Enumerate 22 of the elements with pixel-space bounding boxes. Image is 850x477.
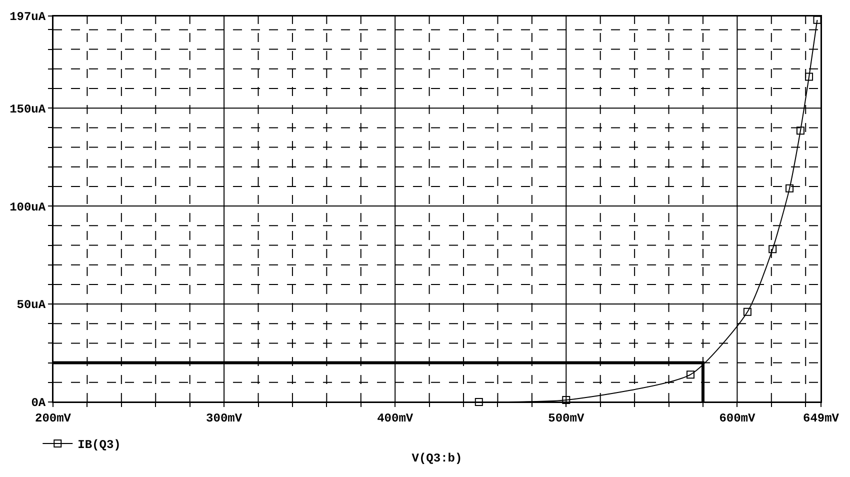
point	[796, 126, 804, 135]
x-tick-label: 200mV	[34, 411, 72, 426]
x-axis-title: V(Q3:b)	[412, 451, 462, 466]
point	[786, 184, 794, 192]
y-tick-label: 150uA	[10, 102, 46, 116]
x-tick-label: 400mV	[377, 411, 414, 426]
y-tick-label: 197uA	[10, 10, 46, 24]
point	[562, 396, 570, 404]
x-tick-label: 649mV	[802, 411, 840, 426]
point	[768, 245, 777, 254]
point	[805, 72, 814, 81]
point	[474, 398, 483, 406]
point	[686, 370, 694, 379]
y-tick-label: 0A	[31, 396, 46, 410]
x-tick-label: 500mV	[548, 411, 585, 426]
x-tick-label: 300mV	[206, 411, 243, 426]
y-tick-label: 50uA	[16, 298, 46, 312]
point	[743, 308, 752, 316]
y-tick-label: 100uA	[10, 200, 46, 214]
legend-label: IB(Q3)	[78, 438, 121, 452]
x-tick-label: 600mV	[719, 411, 756, 426]
point	[813, 16, 822, 24]
